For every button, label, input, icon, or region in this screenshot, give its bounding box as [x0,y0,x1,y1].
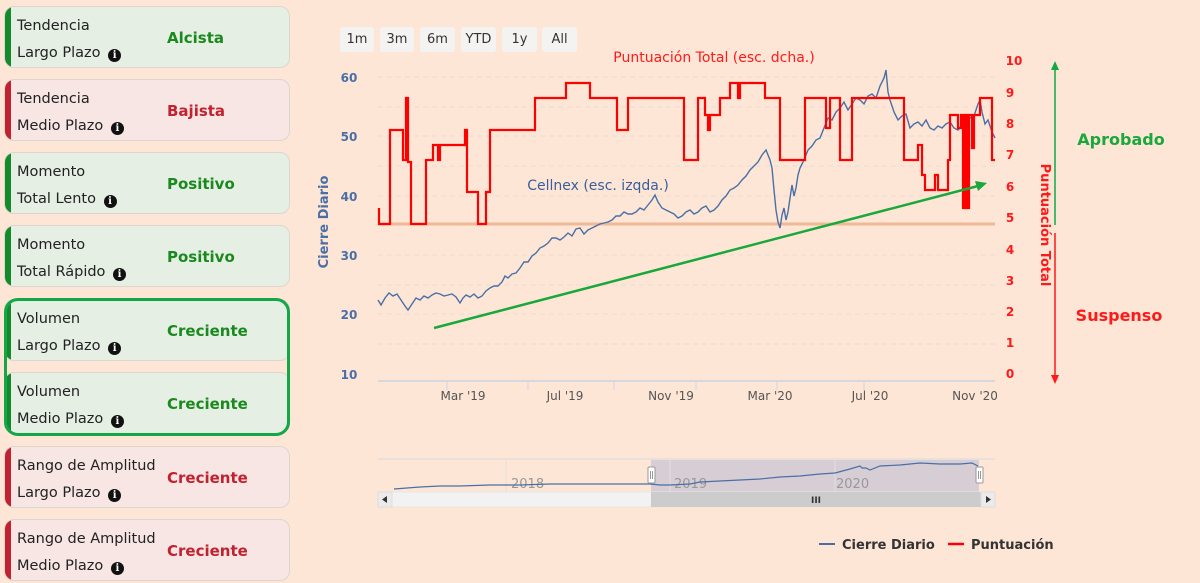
range-button-all[interactable]: All [542,27,577,52]
indicator-value: Bajista [167,102,226,120]
info-icon[interactable]: i [108,342,122,355]
indicator-label: Rango de Amplitud Largo Plazo i [17,458,156,502]
indicator-card-volumen-medio[interactable]: Volumen Medio Plazo i Creciente [4,372,290,434]
status-bar [5,80,11,140]
indicator-value: Creciente [167,469,248,487]
indicator-label: Volumen Medio Plazo i [17,379,124,433]
indicator-label: Momento Total Rápido i [17,232,127,286]
range-button-ytd[interactable]: YTD [461,27,496,52]
info-icon[interactable]: i [108,49,122,62]
status-bar [5,7,11,67]
status-bar [5,300,11,360]
info-icon[interactable]: i [103,195,117,208]
indicator-label: Volumen Largo Plazo i [17,306,122,360]
indicator-value: Positivo [167,248,235,266]
indicator-label: Momento Total Lento i [17,159,117,213]
indicator-card-tendencia-largo[interactable]: Tendencia Largo Plazo i Alcista [4,6,290,68]
indicator-card-momento-rapido[interactable]: Momento Total Rápido i Positivo [4,225,290,287]
indicator-card-volumen-largo[interactable]: Volumen Largo Plazo i Creciente [4,299,290,361]
chart-area: 1m 3m 6m YTD 1y All [300,0,1200,583]
range-button-6m[interactable]: 6m [420,27,455,52]
range-button-3m[interactable]: 3m [380,27,414,52]
indicator-card-tendencia-medio[interactable]: Tendencia Medio Plazo i Bajista [4,79,290,141]
status-bar [5,447,11,507]
indicator-value: Creciente [167,322,248,340]
indicator-card-rango-medio[interactable]: Rango de Amplitud Medio Plazo i Creciente [4,519,290,581]
range-button-1m[interactable]: 1m [340,27,374,52]
info-icon[interactable]: i [113,268,127,281]
status-bar [5,373,11,433]
indicator-value: Creciente [167,542,248,560]
indicator-card-rango-largo[interactable]: Rango de Amplitud Largo Plazo i Creciente [4,446,290,508]
info-icon[interactable]: i [110,562,124,575]
info-icon[interactable]: i [110,122,124,135]
info-icon[interactable]: i [110,415,124,428]
indicator-value: Positivo [167,175,235,193]
status-bar [5,153,11,213]
info-icon[interactable]: i [108,489,122,502]
indicator-value: Creciente [167,395,248,413]
indicator-label: Tendencia Largo Plazo i [17,13,122,67]
status-bar [5,226,11,286]
indicator-label: Rango de Amplitud Medio Plazo i [17,531,156,575]
indicator-card-momento-lento[interactable]: Momento Total Lento i Positivo [4,152,290,214]
status-bar [5,520,11,580]
indicator-value: Alcista [167,29,225,47]
range-button-1y[interactable]: 1y [502,27,537,52]
indicator-panel: Tendencia Largo Plazo i Alcista Tendencia… [0,0,300,583]
indicator-label: Tendencia Medio Plazo i [17,86,124,140]
